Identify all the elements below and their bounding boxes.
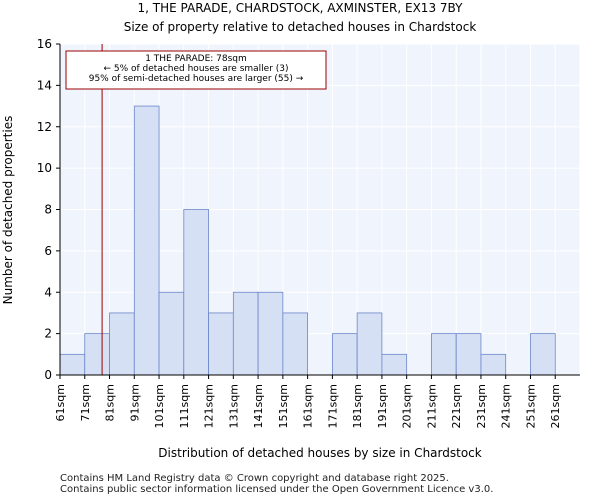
x-tick-label: 181sqm xyxy=(351,384,364,428)
x-tick-label: 141sqm xyxy=(252,384,265,428)
y-axis-ticks: 0 2 4 6 8 10 12 14 16 xyxy=(37,37,60,382)
x-tick-label: 111sqm xyxy=(178,384,191,428)
bar-211sqm xyxy=(431,333,457,376)
x-tick-label: 131sqm xyxy=(227,384,240,428)
y-tick-label: 6 xyxy=(44,244,52,258)
bar-121sqm xyxy=(208,312,234,376)
y-tick-label: 2 xyxy=(44,327,52,341)
x-tick-label: 201sqm xyxy=(401,384,414,428)
x-tick-label: 101sqm xyxy=(153,384,166,428)
x-tick-label: 121sqm xyxy=(203,384,216,428)
y-tick-label: 4 xyxy=(44,285,52,299)
y-tick-label: 8 xyxy=(44,203,52,217)
bar-191sqm xyxy=(381,353,408,376)
bar-141sqm xyxy=(257,291,284,376)
bars xyxy=(59,105,556,376)
chart-title: 1, THE PARADE, CHARDSTOCK, AXMINSTER, EX… xyxy=(138,1,464,15)
y-tick-label: 16 xyxy=(37,37,52,51)
annotation-border xyxy=(65,50,327,90)
annotation-line-property: 1 THE PARADE: 78sqm xyxy=(145,54,247,64)
x-tick-label: 241sqm xyxy=(500,384,513,428)
bar-81sqm xyxy=(109,312,135,376)
annotation-box: 1 THE PARADE: 78sqm ← 5% of detached hou… xyxy=(65,50,327,90)
x-tick-label: 221sqm xyxy=(450,384,463,428)
bar-181sqm xyxy=(356,312,383,376)
y-tick-label: 12 xyxy=(37,120,52,134)
x-tick-label: 151sqm xyxy=(277,384,290,428)
x-tick-label: 251sqm xyxy=(524,384,537,428)
y-tick-label: 10 xyxy=(37,161,52,175)
x-axis-ticks: 61sqm 71sqm 81sqm 91sqm 101sqm 111sqm 121sqm 13… xyxy=(54,375,562,428)
x-tick-label: 91sqm xyxy=(128,384,141,421)
x-tick-label: 231sqm xyxy=(475,384,488,428)
x-tick-label: 261sqm xyxy=(549,384,562,428)
x-tick-label: 71sqm xyxy=(79,384,92,421)
footer-line-2: Contains public sector information licen… xyxy=(60,484,494,495)
chart-subtitle: Size of property relative to detached ho… xyxy=(124,20,477,34)
bar-61sqm xyxy=(59,353,86,376)
y-axis-label: Number of detached properties xyxy=(1,116,15,305)
bar-251sqm xyxy=(530,333,556,376)
bar-171sqm xyxy=(331,333,358,376)
x-tick-label: 191sqm xyxy=(376,384,389,428)
bar-101sqm xyxy=(158,291,185,376)
x-tick-label: 171sqm xyxy=(326,384,339,428)
y-tick-label: 14 xyxy=(37,78,52,92)
x-tick-label: 61sqm xyxy=(54,384,67,421)
bar-151sqm xyxy=(282,312,309,376)
y-tick-label: 0 xyxy=(44,368,52,382)
x-tick-label: 161sqm xyxy=(302,384,315,428)
x-tick-label: 211sqm xyxy=(425,384,438,428)
bar-131sqm xyxy=(232,291,259,376)
bar-71sqm xyxy=(84,333,110,376)
footer-line-1: Contains HM Land Registry data © Crown c… xyxy=(60,473,449,484)
bar-231sqm xyxy=(480,353,507,376)
x-tick-label: 81sqm xyxy=(104,384,117,421)
x-axis-label: Distribution of detached houses by size … xyxy=(158,446,481,460)
annotation-line-smaller: ← 5% of detached houses are smaller (3) xyxy=(103,64,288,74)
annotation-line-larger: 95% of semi-detached houses are larger (… xyxy=(89,74,304,84)
bar-111sqm xyxy=(183,209,209,376)
bar-221sqm xyxy=(455,333,482,376)
bar-91sqm xyxy=(133,105,160,376)
